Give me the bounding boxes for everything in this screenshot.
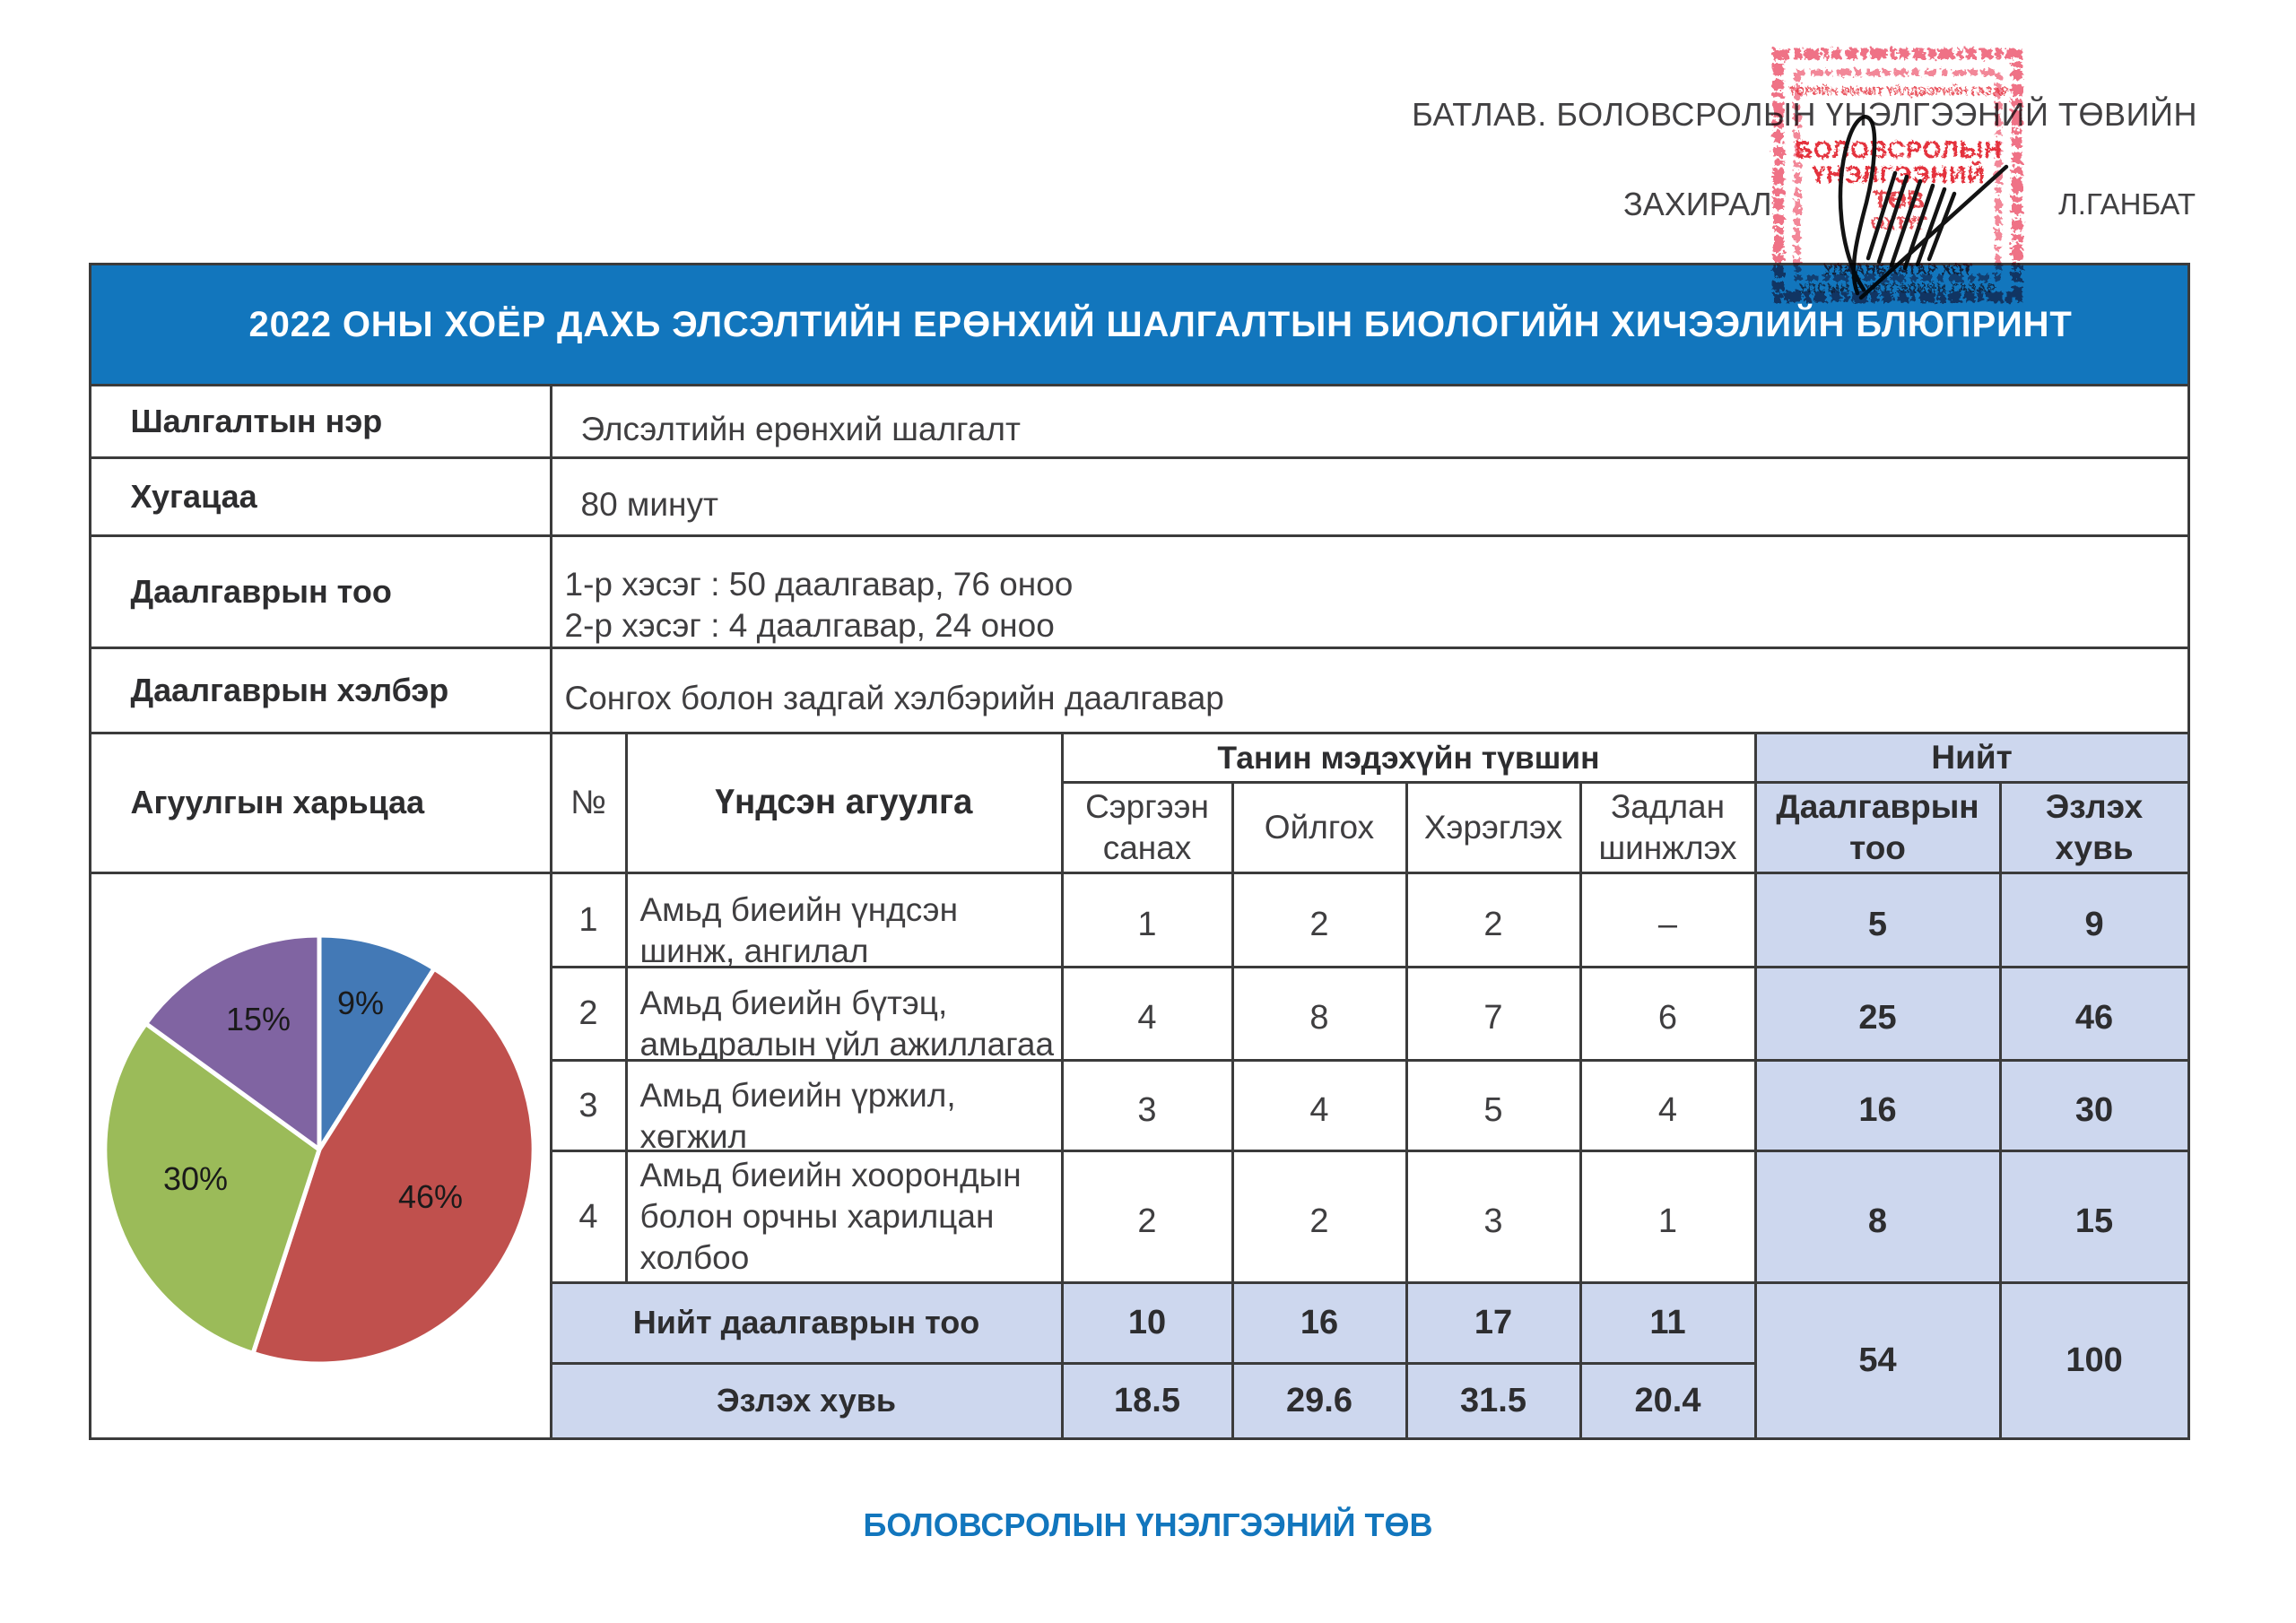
- svg-text:ОХТҮГ: ОХТҮГ: [1871, 214, 1927, 234]
- svg-text:УЛСЫН БҮРТГЭЛИЙН ГАЗАР: УЛСЫН БҮРТГЭЛИЙН ГАЗАР: [1799, 280, 1996, 295]
- svg-text:15%: 15%: [226, 1001, 291, 1037]
- svg-text:46%: 46%: [398, 1178, 463, 1215]
- svg-text:БОЛОВСРОЛЫН: БОЛОВСРОЛЫН: [1795, 136, 2003, 163]
- svg-text:ҮНЭЛГЭЭНИЙ: ҮНЭЛГЭЭНИЙ: [1812, 161, 1986, 188]
- svg-text:30%: 30%: [163, 1160, 228, 1197]
- svg-text:УЛААНБААТАР ХОТ: УЛААНБААТАР ХОТ: [1823, 261, 1973, 278]
- svg-text:9%: 9%: [337, 985, 384, 1021]
- svg-text:ТӨРИЙН ӨМЧИТ ҮЙЛДВЭРИЙН ГАЗАР: ТӨРИЙН ӨМЧИТ ҮЙЛДВЭРИЙН ГАЗАР: [1788, 84, 2009, 98]
